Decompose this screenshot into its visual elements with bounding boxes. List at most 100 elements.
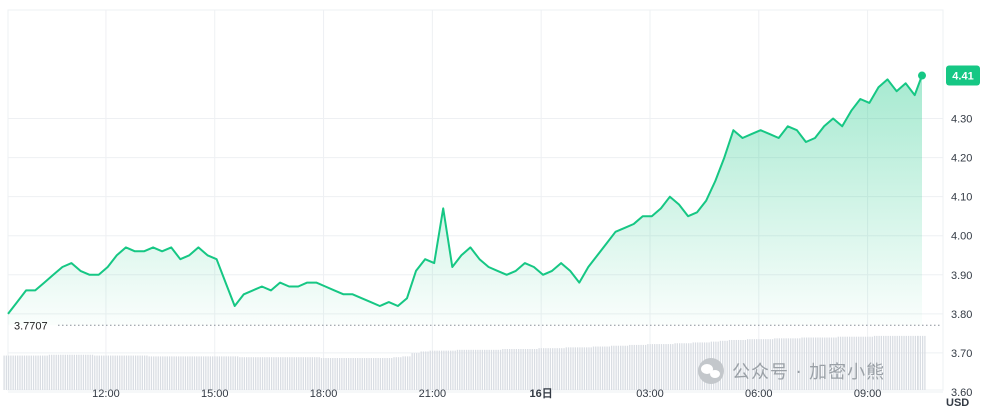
volume-bar (116, 355, 119, 390)
volume-bar (846, 336, 849, 390)
volume-bar (39, 355, 42, 390)
volume-bar (674, 343, 676, 390)
x-tick-label: 03:00 (636, 388, 664, 400)
volume-bar (386, 358, 388, 390)
volume-bar (694, 342, 697, 390)
volume-bar (876, 335, 878, 390)
volume-bar (794, 338, 796, 390)
volume-bar (275, 357, 277, 390)
volume-bar (790, 338, 792, 390)
volume-bar (479, 349, 481, 390)
volume-bar (624, 345, 626, 390)
volume-bar (579, 347, 581, 390)
volume-bar (837, 336, 839, 390)
volume-bar (486, 349, 488, 390)
volume-bar (338, 358, 341, 390)
volume-bar (792, 338, 794, 390)
volume-bar (592, 346, 595, 390)
volume-bar (529, 349, 531, 390)
volume-bar (429, 350, 431, 390)
volume-bar (28, 355, 30, 390)
volume-bar (406, 356, 409, 390)
volume-bar (853, 336, 855, 390)
volume-bar (873, 335, 876, 390)
volume-bar (76, 354, 78, 390)
volume-bar (311, 357, 314, 390)
current-price-badge (946, 65, 980, 86)
volume-bar (667, 344, 669, 390)
y-tick-label: 3.90 (951, 270, 972, 282)
volume-bar (48, 354, 51, 390)
volume-bar (649, 344, 651, 390)
volume-bar (561, 348, 563, 390)
volume-bar (765, 339, 767, 390)
volume-bar (171, 356, 173, 390)
y-tick-label: 4.30 (951, 114, 972, 126)
price-area (8, 75, 922, 326)
volume-bar (445, 350, 447, 390)
volume-bar (901, 335, 903, 390)
volume-bar (289, 357, 291, 390)
volume-bar (21, 355, 23, 390)
volume-bar (924, 335, 926, 390)
volume-bar (778, 338, 781, 390)
volume-bar (919, 335, 921, 390)
volume-bar (617, 345, 620, 390)
volume-bar (26, 355, 28, 390)
volume-bar (490, 349, 493, 390)
volume-bar (402, 356, 404, 390)
volume-bar (178, 356, 180, 390)
volume-bar (320, 358, 323, 390)
volume-bar (189, 356, 191, 390)
volume-bar (343, 358, 345, 390)
volume-bar (98, 355, 100, 390)
volume-bar (613, 345, 615, 390)
volume-bar (225, 356, 227, 390)
volume-bar (540, 348, 542, 390)
volume-bar (73, 354, 76, 390)
volume-bar (3, 355, 5, 390)
axes: 4.30 4.20 4.10 4.00 3.90 3.80 3.70 3.60 12:00 15:… (92, 114, 972, 409)
volume-bar (395, 357, 397, 390)
volume-bar (112, 355, 114, 390)
volume-bar (892, 335, 894, 390)
volume-bar (71, 354, 73, 390)
volume-bar (257, 357, 259, 390)
volume-bar (474, 349, 477, 390)
volume-bar (382, 358, 384, 390)
volume-bar (261, 357, 264, 390)
volume-bar (200, 356, 202, 390)
volume-bar (207, 356, 209, 390)
volume-bar (184, 356, 187, 390)
volume-bar (329, 358, 332, 390)
volume-bar (123, 355, 125, 390)
volume-bar (69, 354, 71, 390)
volume-bar (849, 336, 851, 390)
volume-bar (66, 354, 69, 390)
volume-bar (232, 356, 234, 390)
volume-bar (85, 354, 87, 390)
volume-bar (166, 356, 168, 390)
volume-bar (87, 354, 89, 390)
y-tick-label: 4.00 (951, 231, 972, 243)
volume-bar (110, 355, 112, 390)
volume-bar (511, 349, 513, 390)
volume-bar (756, 339, 758, 390)
volume-bar (604, 346, 606, 390)
volume-bar (436, 350, 438, 390)
volume-bar (316, 357, 318, 390)
volume-bar (5, 355, 7, 390)
volume-bar (735, 339, 737, 390)
volume-bar (642, 344, 644, 390)
volume-bar (608, 346, 610, 390)
volume-bar (858, 336, 860, 390)
volume-bar (309, 357, 311, 390)
volume-bar (883, 335, 885, 390)
volume-bar (688, 343, 690, 390)
volume-bar (8, 355, 10, 390)
volume-bar (214, 356, 216, 390)
volume-bar (377, 358, 379, 390)
volume-bar (393, 357, 395, 390)
volume-bar (443, 350, 445, 390)
